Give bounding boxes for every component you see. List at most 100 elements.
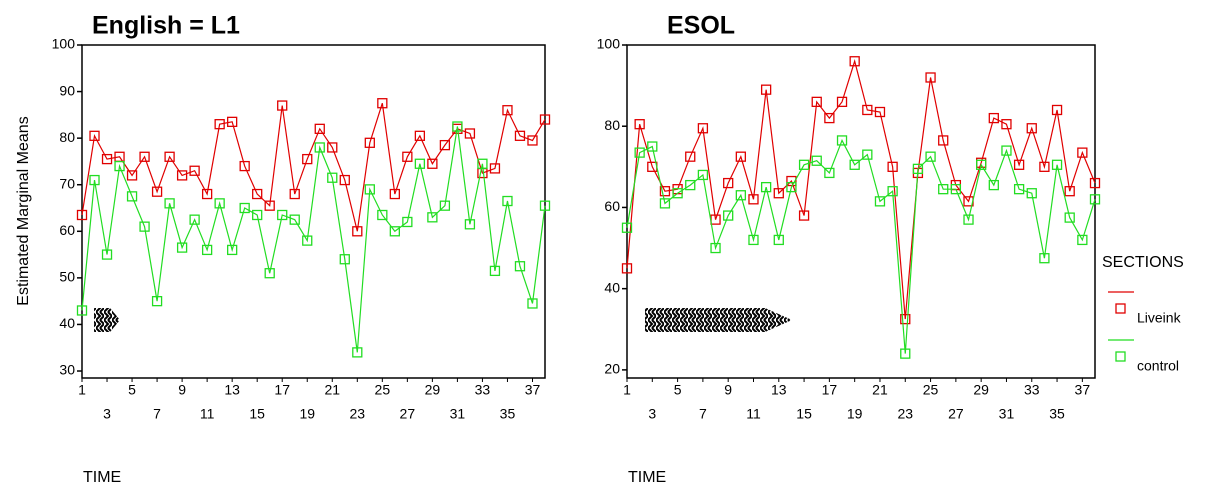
x-tick-label: 23	[350, 406, 366, 422]
point-marker	[539, 200, 551, 211]
chart-title: English = L1	[92, 12, 240, 40]
point-marker	[439, 139, 451, 151]
point-marker	[339, 254, 350, 265]
point-marker	[887, 186, 898, 197]
point-marker	[900, 313, 911, 325]
x-tick-label: 27	[400, 406, 416, 422]
point-marker	[414, 130, 426, 141]
point-marker	[836, 96, 848, 108]
x-tick-label: 25	[923, 382, 939, 398]
point-marker	[252, 188, 263, 200]
point-marker	[377, 209, 388, 221]
point-marker	[151, 296, 163, 307]
point-marker	[798, 210, 810, 221]
point-marker	[1039, 161, 1050, 172]
point-marker	[189, 214, 200, 225]
point-marker	[900, 348, 911, 359]
point-marker	[950, 184, 962, 195]
point-marker	[264, 268, 275, 279]
point-marker	[164, 151, 175, 162]
x-tick-label: 7	[153, 406, 161, 422]
point-marker	[760, 181, 772, 193]
point-marker	[659, 198, 671, 209]
point-marker	[849, 56, 860, 67]
point-marker	[277, 209, 288, 221]
point-marker	[439, 200, 451, 211]
point-marker	[402, 151, 413, 162]
x-tick-label: 3	[648, 406, 656, 422]
x-tick-label: 13	[224, 382, 240, 398]
point-marker	[1064, 186, 1075, 197]
x-tick-label: 19	[299, 406, 315, 422]
y-tick-label: 80	[604, 117, 620, 133]
x-tick-label: 35	[1049, 406, 1065, 422]
x-tick-label: 15	[796, 406, 812, 422]
y-axis-label: Estimated Marginal Means	[15, 116, 32, 305]
point-marker	[1051, 159, 1063, 170]
point-marker	[176, 242, 188, 253]
x-tick-label: 11	[200, 406, 215, 422]
point-marker	[786, 181, 797, 193]
point-marker	[912, 163, 924, 175]
point-marker	[126, 191, 138, 202]
point-marker	[452, 121, 463, 132]
x-tick-label: 37	[1075, 382, 1091, 398]
point-marker	[1089, 177, 1101, 189]
point-marker	[1013, 184, 1025, 195]
x-tick-label: 13	[771, 382, 787, 398]
point-marker	[874, 106, 886, 118]
plot-frame	[626, 44, 1096, 379]
point-marker	[735, 190, 746, 201]
point-marker	[1001, 119, 1012, 130]
point-marker	[339, 174, 350, 186]
hatch-artifact	[645, 308, 792, 332]
x-tick-label: 23	[897, 406, 913, 422]
point-marker	[76, 209, 88, 221]
point-marker	[289, 214, 300, 225]
x-tick-label: 11	[746, 406, 761, 422]
point-marker	[862, 149, 873, 160]
point-marker	[634, 147, 645, 158]
point-marker	[489, 163, 501, 174]
point-marker	[264, 200, 275, 211]
point-marker	[786, 175, 797, 187]
point-marker	[925, 151, 936, 162]
y-tick-label: 70	[59, 175, 75, 191]
chart-title: ESOL	[667, 12, 735, 40]
plot-frame	[81, 44, 546, 379]
x-tick-label: 35	[500, 406, 516, 422]
point-marker	[824, 112, 835, 124]
x-tick-label: 1	[623, 382, 631, 398]
point-marker	[1051, 104, 1063, 116]
x-axis-label: TIME	[628, 469, 666, 486]
series-line	[81, 126, 546, 353]
point-marker	[963, 214, 974, 225]
point-marker	[697, 169, 709, 181]
y-tick-label: 100	[597, 36, 621, 52]
point-marker	[289, 188, 300, 200]
y-tick-label: 40	[59, 315, 75, 331]
y-tick-label: 100	[52, 36, 76, 52]
point-marker	[938, 184, 949, 195]
point-marker	[126, 170, 138, 181]
legend-marker	[1115, 303, 1126, 314]
point-marker	[836, 135, 848, 146]
point-marker	[811, 96, 822, 108]
point-marker	[976, 159, 987, 170]
point-marker	[887, 161, 898, 172]
point-marker	[477, 158, 488, 169]
point-marker	[314, 142, 325, 153]
point-marker	[327, 172, 338, 183]
point-marker	[685, 151, 696, 162]
point-marker	[502, 195, 513, 207]
x-tick-label: 31	[999, 406, 1015, 422]
series-line	[626, 59, 1096, 320]
point-marker	[489, 265, 501, 277]
point-marker	[302, 153, 313, 165]
point-marker	[377, 98, 388, 109]
point-marker	[164, 198, 175, 209]
point-marker	[464, 128, 476, 139]
x-tick-label: 5	[128, 382, 136, 398]
point-marker	[214, 119, 225, 130]
